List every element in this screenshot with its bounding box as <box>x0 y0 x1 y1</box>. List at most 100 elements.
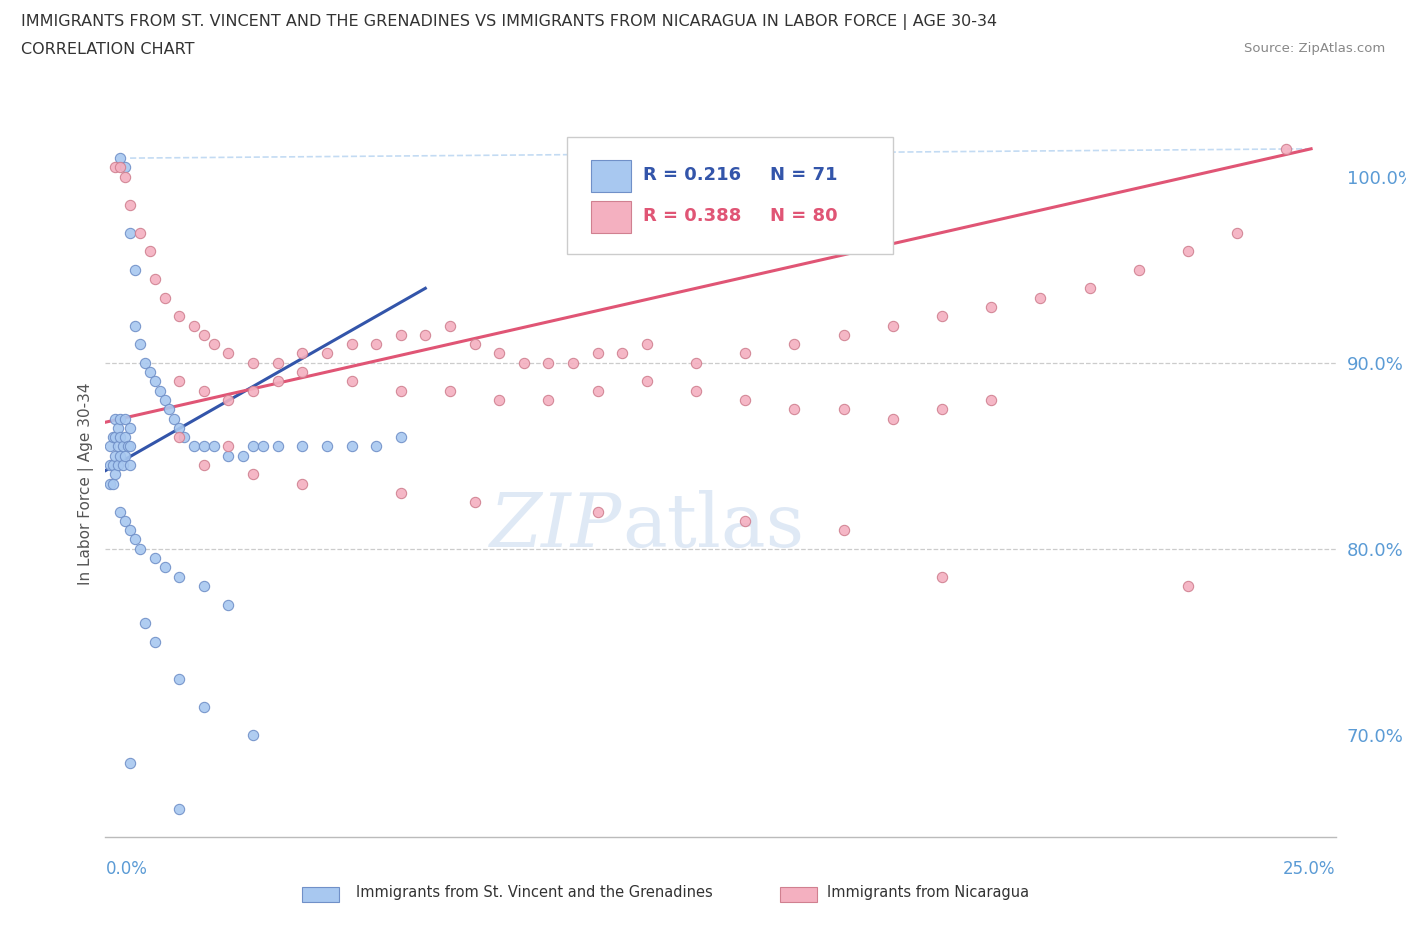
Point <box>114 513 136 528</box>
Point <box>193 327 215 342</box>
Point <box>134 616 156 631</box>
Point <box>110 411 132 426</box>
Point <box>129 541 152 556</box>
Point <box>340 439 363 454</box>
Point <box>980 299 1002 314</box>
Point <box>439 318 461 333</box>
Point <box>101 458 124 472</box>
Point <box>291 346 314 361</box>
Point <box>931 402 953 417</box>
Point <box>218 346 240 361</box>
Point <box>242 355 264 370</box>
Point <box>101 430 124 445</box>
Point <box>114 430 136 445</box>
Point <box>169 420 191 435</box>
Point <box>114 448 136 463</box>
Point <box>267 374 290 389</box>
Point <box>291 365 314 379</box>
Point <box>202 439 225 454</box>
Text: N = 80: N = 80 <box>770 206 838 225</box>
Point <box>1029 290 1052 305</box>
Point <box>149 383 172 398</box>
Point <box>1128 262 1150 277</box>
Point <box>832 402 855 417</box>
Point <box>114 160 136 175</box>
Point <box>169 802 191 817</box>
Point <box>98 439 122 454</box>
Point <box>389 383 412 398</box>
Point <box>173 430 195 445</box>
Point <box>202 337 225 352</box>
Point <box>267 355 290 370</box>
Point <box>101 476 124 491</box>
Point <box>169 569 191 584</box>
Point <box>169 430 191 445</box>
Point <box>218 439 240 454</box>
Y-axis label: In Labor Force | Age 30-34: In Labor Force | Age 30-34 <box>79 382 94 585</box>
Point <box>193 383 215 398</box>
Point <box>183 439 205 454</box>
Bar <box>592 160 631 192</box>
Point <box>107 458 129 472</box>
Text: R = 0.216: R = 0.216 <box>643 166 741 184</box>
Point <box>882 411 904 426</box>
Point <box>104 411 127 426</box>
Point <box>783 402 806 417</box>
Point <box>110 504 132 519</box>
Point <box>1275 141 1298 156</box>
Point <box>636 337 658 352</box>
Text: atlas: atlas <box>621 489 804 563</box>
Point <box>832 523 855 538</box>
Point <box>1078 281 1101 296</box>
Point <box>389 430 412 445</box>
Point <box>242 467 264 482</box>
Text: R = 0.388: R = 0.388 <box>643 206 741 225</box>
Point <box>612 346 634 361</box>
Point <box>138 244 162 259</box>
Point <box>129 225 152 240</box>
Text: ZIP: ZIP <box>489 490 621 563</box>
Point <box>464 337 486 352</box>
Point <box>537 355 560 370</box>
Point <box>193 458 215 472</box>
Point <box>218 392 240 407</box>
Point <box>734 346 756 361</box>
Point <box>124 318 146 333</box>
Point <box>291 476 314 491</box>
Point <box>98 476 122 491</box>
Point <box>389 485 412 500</box>
Point <box>169 374 191 389</box>
Point <box>193 578 215 593</box>
Text: IMMIGRANTS FROM ST. VINCENT AND THE GRENADINES VS IMMIGRANTS FROM NICARAGUA IN L: IMMIGRANTS FROM ST. VINCENT AND THE GREN… <box>21 14 997 30</box>
Point <box>110 448 132 463</box>
Point <box>104 467 127 482</box>
Point <box>267 439 290 454</box>
Text: Immigrants from St. Vincent and the Grenadines: Immigrants from St. Vincent and the Gren… <box>356 885 713 900</box>
Point <box>252 439 274 454</box>
Point <box>366 337 388 352</box>
Point <box>242 383 264 398</box>
Point <box>513 355 536 370</box>
Point <box>783 337 806 352</box>
Point <box>120 439 141 454</box>
Point <box>153 560 176 575</box>
Point <box>242 727 264 742</box>
Point <box>120 197 141 212</box>
FancyBboxPatch shape <box>567 138 893 254</box>
Point <box>931 309 953 324</box>
Point <box>120 420 141 435</box>
Point <box>134 355 156 370</box>
Point <box>124 262 146 277</box>
Text: Source: ZipAtlas.com: Source: ZipAtlas.com <box>1244 42 1385 55</box>
Point <box>832 327 855 342</box>
Point <box>143 551 166 565</box>
Point <box>193 699 215 714</box>
Text: N = 71: N = 71 <box>770 166 838 184</box>
Point <box>111 458 134 472</box>
Point <box>117 439 139 454</box>
Point <box>315 439 337 454</box>
Point <box>120 755 141 770</box>
Point <box>315 346 337 361</box>
Point <box>98 458 122 472</box>
Point <box>734 392 756 407</box>
